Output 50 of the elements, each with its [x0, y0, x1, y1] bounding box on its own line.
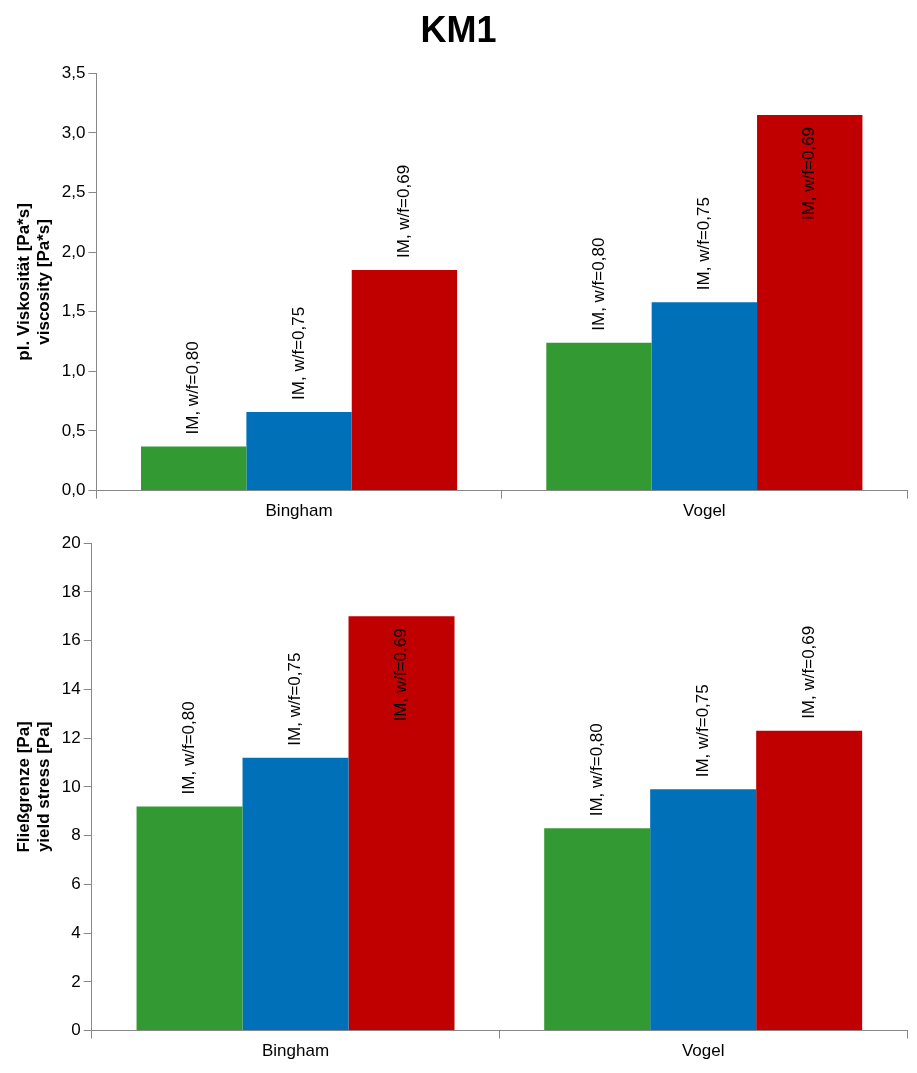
bar [348, 616, 455, 1031]
bar [136, 806, 243, 1031]
y-tick-label: 12 [61, 727, 81, 747]
y-axis-title: Fließgrenze [Pa] yield stress [Pa] [13, 721, 54, 853]
y-tick-label: 0,0 [61, 480, 86, 500]
series-label: IM, w/f=0,69 [391, 628, 411, 722]
bar [650, 789, 757, 1031]
text: IM, w/f=0,69 [799, 126, 819, 221]
bar [757, 114, 863, 491]
y-tick-label: 8 [71, 825, 81, 845]
bar [546, 342, 652, 491]
y-tick-label: 3,5 [61, 62, 86, 82]
text: IM, w/f=0,75 [285, 652, 305, 746]
text: IM, w/f=0,80 [183, 341, 203, 435]
bar [756, 730, 863, 1031]
y-tick-label: 0,5 [61, 420, 86, 440]
y-tick-label: 18 [61, 581, 81, 601]
bar [651, 302, 758, 491]
y-axis-title: pl. Viskosität [Pa*s] viscosity [Pa*s] [13, 203, 54, 361]
y-tick-label: 2,0 [61, 241, 86, 261]
x-tick-label: Bingham [261, 1041, 330, 1061]
y-tick-label: 1,5 [61, 301, 86, 321]
y-tick-label: 20 [61, 532, 81, 552]
bar [141, 446, 247, 491]
x-tick-label: Vogel [683, 501, 726, 521]
y-tick-label: 16 [61, 630, 81, 650]
y-tick-label: 1,0 [61, 361, 86, 381]
x-tick-label: Bingham [265, 501, 333, 521]
text: IM, w/f=0,69 [798, 625, 818, 719]
y-tick-label: 14 [61, 679, 81, 699]
bar [351, 269, 458, 491]
bar [242, 757, 349, 1031]
text: IM, w/f=0,75 [692, 684, 712, 778]
chart-title: KM1 [420, 8, 497, 50]
y-tick-label: 6 [71, 874, 81, 894]
text: IM, w/f=0,75 [288, 306, 308, 400]
y-tick-label: 2,5 [61, 182, 86, 202]
bar [246, 411, 352, 491]
x-tick-label: Vogel [681, 1041, 725, 1061]
text: IM, w/f=0,69 [394, 164, 414, 258]
y-tick-label: 3,0 [61, 122, 86, 142]
text: IM, w/f=0,80 [588, 237, 608, 331]
y-tick-label: 10 [61, 776, 81, 796]
bar [544, 828, 651, 1031]
y-tick-label: 4 [71, 922, 81, 942]
text: IM, w/f=0,80 [586, 723, 606, 817]
y-tick-label: 0 [71, 1020, 81, 1040]
text: IM, w/f=0,80 [179, 701, 199, 795]
text: IM, w/f=0,75 [694, 197, 714, 291]
y-tick-label: 2 [71, 971, 81, 991]
